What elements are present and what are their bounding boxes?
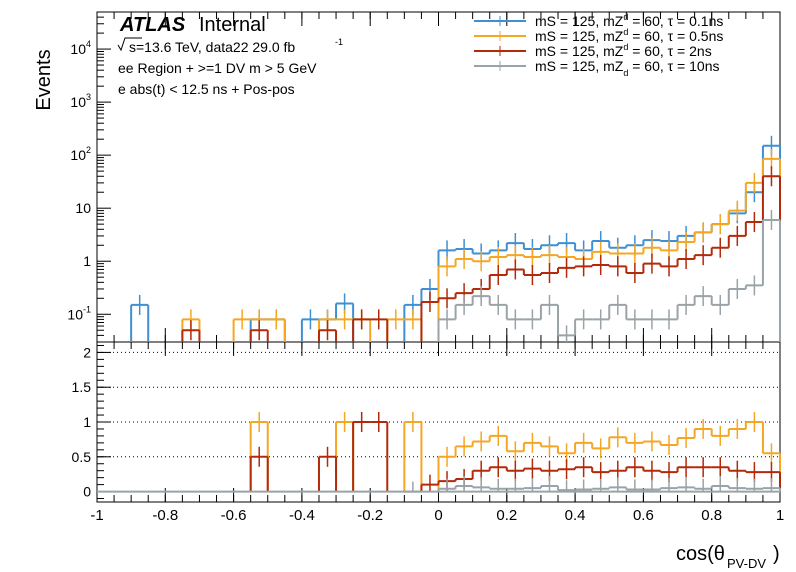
top-panel-axes: 10-1 1 10 102 103 104: [67, 16, 111, 343]
top-panel-series: [130, 135, 781, 342]
ratio-y-tick-label: 0: [83, 484, 91, 500]
x-tick-label: -0.4: [289, 507, 315, 524]
x-tick-label: -1: [90, 507, 103, 524]
y-tick-label: 104: [70, 39, 91, 57]
ratio-y-tick-label: 2: [83, 344, 91, 360]
series-4-histogram: [437, 209, 781, 342]
x-tick-label: -0.8: [152, 507, 178, 524]
ratio-y-tick-label: 0.5: [72, 449, 92, 465]
x-axis-label: cos(θ PV-DV ): [676, 543, 780, 571]
x-tick-label: 1: [776, 507, 784, 524]
x-axis-label-close: ): [773, 543, 780, 565]
y-tick-label: 103: [70, 92, 91, 110]
legend-label: mS = 125, mZd = 60, τ = 2ns: [535, 42, 712, 59]
y-tick-label: 10-1: [67, 304, 91, 322]
legend-entry: mS = 125, mZd = 60, τ = 2ns: [474, 42, 712, 59]
legend-label: mS = 125, mZd = 60, τ = 10ns: [535, 58, 719, 78]
x-tick-label: 0.2: [496, 507, 517, 524]
energy-label: s=13.6 TeV, data22 29.0 fb -1: [117, 37, 343, 55]
y-tick-label: 1: [83, 253, 91, 269]
ratio-panel-axes: 0 0.5 1 1.5 2: [72, 344, 780, 500]
x-tick-label: 0.8: [701, 507, 722, 524]
region-label: ee Region + >=1 DV m > 5 GeV: [118, 60, 317, 76]
x-tick-label: 0.6: [633, 507, 654, 524]
x-axis-label-sub: PV-DV: [727, 556, 766, 571]
sqrt-icon: [117, 37, 142, 52]
ratio-series-4-histogram: [404, 476, 781, 493]
ratio-y-tick-label: 1: [83, 414, 91, 430]
energy-superscript: -1: [335, 37, 343, 47]
y-tick-label: 10: [75, 200, 91, 216]
selection-label: e abs(t) < 12.5 ns + Pos-pos: [118, 81, 295, 97]
energy-text: s=13.6 TeV, data22 29.0 fb: [129, 39, 295, 55]
atlas-label: ATLAS: [119, 14, 186, 36]
x-tick-label: 0.4: [565, 507, 586, 524]
y-tick-label: 102: [70, 145, 91, 163]
x-tick-label: 0: [434, 507, 442, 524]
y-axis-label: Events: [33, 49, 55, 110]
legend-entry: mS = 125, mZd = 60, τ = 0.1ns: [474, 12, 723, 29]
x-axis: -1 -0.8 -0.6 -0.4 -0.2 0 0.2 0.4 0.6 0.8 1: [90, 12, 784, 524]
legend-entry: mS = 125, mZd = 60, τ = 0.5ns: [474, 27, 723, 44]
x-tick-label: -0.6: [221, 507, 247, 524]
x-tick-label: -0.2: [357, 507, 383, 524]
legend-label: mS = 125, mZd = 60, τ = 0.1ns: [535, 12, 723, 29]
x-axis-label-main: cos(θ: [676, 543, 725, 565]
legend-label: mS = 125, mZd = 60, τ = 0.5ns: [535, 27, 723, 44]
ratio-y-tick-label: 1.5: [72, 379, 92, 395]
ratio-panel-series: [97, 412, 781, 493]
internal-label: Internal: [199, 14, 266, 36]
legend-entry: mS = 125, mZd = 60, τ = 10ns: [474, 58, 719, 78]
